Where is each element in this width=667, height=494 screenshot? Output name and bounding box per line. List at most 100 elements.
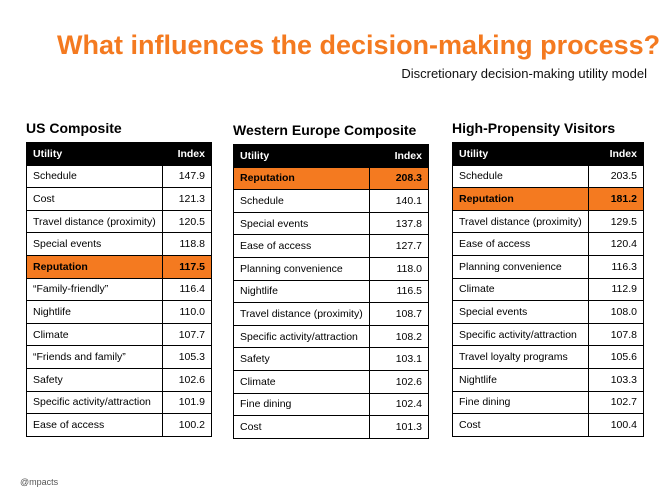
index-cell: 105.3 [161,345,213,369]
utility-cell: Schedule [452,164,589,189]
column-header-index: Index [587,142,645,166]
utility-cell: Travel distance (proximity) [233,302,370,326]
utility-cell: Climate [26,322,163,347]
index-cell: 112.9 [587,277,645,302]
utility-cell: Planning convenience [452,254,589,279]
index-cell: 117.5 [161,254,213,279]
index-cell: 102.4 [368,392,430,417]
index-cell: 103.3 [587,367,645,392]
table-row: Reputation 208.3 [233,166,430,191]
utility-cell: Climate [452,277,589,302]
utility-cell: Reputation [233,166,370,191]
slide-subtitle: Discretionary decision-making utility mo… [401,66,647,81]
table-row: Safety 102.6 [26,367,213,392]
utility-cell: Travel distance (proximity) [452,209,589,234]
table-row: Reputation 181.2 [452,187,645,211]
index-cell: 127.7 [368,234,430,258]
utility-cell: Safety [233,347,370,371]
table-row: Special events 137.8 [233,211,430,236]
index-cell: 116.5 [368,279,430,304]
index-cell: 116.4 [161,277,213,302]
panel-high-propensity-visitors: High-Propensity Visitors Utility Index Sche… [452,120,645,437]
index-cell: 120.5 [161,209,213,234]
table-row: Planning convenience 116.3 [452,254,645,279]
utility-cell: Nightlife [26,300,163,324]
utility-cell: Cost [452,413,589,437]
column-header-utility: Utility [452,142,589,166]
index-cell: 108.2 [368,324,430,349]
table-row: Nightlife 110.0 [26,300,213,324]
table-row: Special events 118.8 [26,232,213,256]
table-row: Schedule 140.1 [233,189,430,213]
slide-title: What influences the decision-making proc… [57,30,661,60]
utility-cell: Special events [26,232,163,256]
index-cell: 118.8 [161,232,213,256]
table-row: Nightlife 116.5 [233,279,430,304]
index-cell: 102.6 [161,367,213,392]
index-cell: 140.1 [368,189,430,213]
table-row: Travel distance (proximity) 129.5 [452,209,645,234]
table-row: Travel loyalty programs 105.6 [452,345,645,369]
table-row: Schedule 203.5 [452,164,645,189]
table-row: “Family-friendly” 116.4 [26,277,213,302]
table-row: Ease of access 100.2 [26,413,213,437]
utility-cell: “Family-friendly” [26,277,163,302]
utility-table: Utility Index Reputation 208.3 Schedule 140.1… [233,144,430,439]
table-row: Climate 102.6 [233,369,430,394]
utility-cell: Special events [452,300,589,324]
utility-cell: Schedule [233,189,370,213]
index-cell: 120.4 [587,232,645,256]
index-cell: 101.3 [368,415,430,439]
utility-cell: Specific activity/attraction [452,322,589,347]
utility-cell: Fine dining [452,390,589,415]
utility-cell: Safety [26,367,163,392]
utility-cell: Ease of access [26,413,163,437]
table-row: Fine dining 102.7 [452,390,645,415]
table-row: Cost 121.3 [26,187,213,211]
index-cell: 100.4 [587,413,645,437]
panel-us-composite: US Composite Utility Index Schedule 147.9 Cos… [26,120,213,437]
table-row: Travel distance (proximity) 120.5 [26,209,213,234]
utility-cell: Nightlife [233,279,370,304]
index-cell: 107.7 [161,322,213,347]
table-row: Climate 107.7 [26,322,213,347]
table-row: Cost 101.3 [233,415,430,439]
index-cell: 103.1 [368,347,430,371]
table-row: Ease of access 120.4 [452,232,645,256]
table-header-row: Utility Index [233,144,430,168]
table-row: Fine dining 102.4 [233,392,430,417]
utility-cell: Cost [233,415,370,439]
table-header-row: Utility Index [452,142,645,166]
utility-cell: Travel distance (proximity) [26,209,163,234]
panel-heading: Western Europe Composite [233,122,417,138]
utility-cell: Climate [233,369,370,394]
utility-cell: Special events [233,211,370,236]
column-header-index: Index [368,144,430,168]
index-cell: 203.5 [587,164,645,189]
utility-cell: Planning convenience [233,256,370,281]
table-row: Nightlife 103.3 [452,367,645,392]
brand-logo: @mpacts [20,477,59,487]
utility-cell: Nightlife [452,367,589,392]
utility-cell: Specific activity/attraction [26,390,163,415]
table-row: Planning convenience 118.0 [233,256,430,281]
utility-cell: “Friends and family” [26,345,163,369]
utility-cell: Cost [26,187,163,211]
index-cell: 118.0 [368,256,430,281]
index-cell: 108.0 [587,300,645,324]
utility-cell: Travel loyalty programs [452,345,589,369]
utility-cell: Ease of access [233,234,370,258]
utility-cell: Fine dining [233,392,370,417]
table-row: Schedule 147.9 [26,164,213,189]
index-cell: 208.3 [368,166,430,191]
utility-table: Utility Index Schedule 203.5 Reputation 181.2… [452,142,645,437]
table-row: Safety 103.1 [233,347,430,371]
utility-cell: Reputation [26,254,163,279]
index-cell: 107.8 [587,322,645,347]
table-row: Reputation 117.5 [26,254,213,279]
panel-heading: High-Propensity Visitors [452,120,616,136]
table-header-row: Utility Index [26,142,213,166]
panel-western-europe-composite: Western Europe Composite Utility Index Repu… [233,122,430,439]
table-row: Specific activity/attraction 101.9 [26,390,213,415]
table-row: Travel distance (proximity) 108.7 [233,302,430,326]
